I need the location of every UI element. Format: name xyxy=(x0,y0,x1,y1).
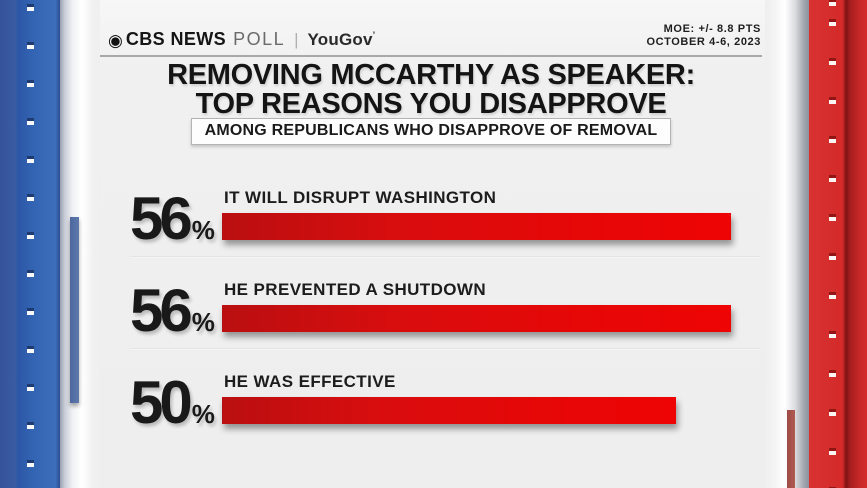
moe-note: MOE: +/- 8.8 PTS OCTOBER 4-6, 2023 xyxy=(646,23,761,49)
set-panel-red xyxy=(809,0,867,488)
bar-group: HE WAS EFFECTIVE xyxy=(222,372,762,424)
brand-row: ◉ CBS NEWS POLL | YouGov’ xyxy=(108,29,375,50)
bar-row: 56% HE PREVENTED A SHUTDOWN xyxy=(130,268,762,344)
yougov-trademark: ’ xyxy=(372,30,376,40)
bar-value-group: 56% xyxy=(130,277,222,344)
title-line1: REMOVING MCCARTHY AS SPEAKER: xyxy=(167,59,695,91)
bar-value-group: 50% xyxy=(130,369,222,436)
bar xyxy=(222,397,676,424)
bar-value: 56 xyxy=(130,185,193,252)
bar-value: 50 xyxy=(130,369,193,436)
subtitle-badge: AMONG REPUBLICANS WHO DISAPPROVE OF REMO… xyxy=(190,118,672,145)
bar-value-unit: % xyxy=(191,215,215,245)
rivets-column-red xyxy=(829,0,836,488)
brand-divider: | xyxy=(294,30,299,49)
bar-label: HE WAS EFFECTIVE xyxy=(224,372,396,391)
page-title: REMOVING MCCARTHY AS SPEAKER: TOP REASON… xyxy=(100,61,762,119)
brand-poll: POLL xyxy=(233,29,286,49)
moe-line1: MOE: +/- 8.8 PTS xyxy=(663,23,761,35)
brand-yougov: YouGov’ xyxy=(307,30,376,49)
title-line2: TOP REASONS YOU DISAPPROVE xyxy=(195,88,667,120)
row-divider xyxy=(130,348,760,350)
moe-line2: OCTOBER 4-6, 2023 xyxy=(646,36,761,48)
bar-label: HE PREVENTED A SHUTDOWN xyxy=(224,280,487,299)
row-divider xyxy=(130,256,760,258)
bar-group: IT WILL DISRUPT WASHINGTON xyxy=(222,188,762,240)
red-tab-strip xyxy=(787,410,795,488)
card-edge-left xyxy=(60,0,100,488)
bar-value-group: 56% xyxy=(130,185,222,252)
bar-value-unit: % xyxy=(191,307,215,337)
bar-label: IT WILL DISRUPT WASHINGTON xyxy=(224,188,497,207)
bar xyxy=(222,213,731,240)
rivets-column-blue xyxy=(27,0,34,488)
blue-tab-strip xyxy=(70,217,79,403)
bar-chart: 56% IT WILL DISRUPT WASHINGTON 56% HE PR… xyxy=(130,176,762,436)
header-rule xyxy=(100,55,762,57)
cbs-eye-icon: ◉ xyxy=(108,31,123,50)
set-panel-blue xyxy=(0,0,60,488)
subtitle-row: AMONG REPUBLICANS WHO DISAPPROVE OF REMO… xyxy=(100,118,762,145)
bar-value: 56 xyxy=(130,277,193,344)
bar xyxy=(222,305,731,332)
brand-cbs-news: CBS NEWS xyxy=(125,29,227,49)
card-edge-right xyxy=(765,0,809,488)
bar-group: HE PREVENTED A SHUTDOWN xyxy=(222,280,762,332)
bar-row: 50% HE WAS EFFECTIVE xyxy=(130,360,762,436)
bar-row: 56% IT WILL DISRUPT WASHINGTON xyxy=(130,176,762,252)
bar-value-unit: % xyxy=(191,399,215,429)
